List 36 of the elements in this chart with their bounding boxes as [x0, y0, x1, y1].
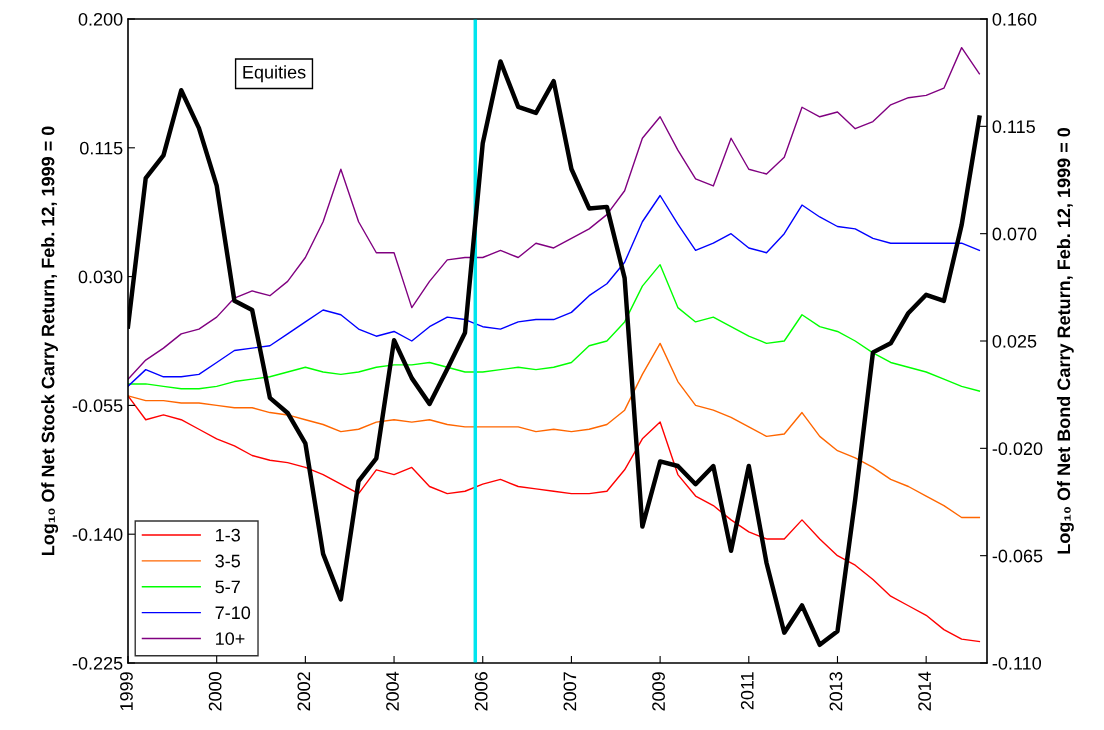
y-tick-label: 0.030: [78, 270, 123, 284]
x-tick-label: 2002: [297, 672, 311, 711]
y2-axis-title: Log₁₀ Of Net Bond Carry Return, Feb. 12, 1999 = 0: [1056, 127, 1074, 554]
y2-tick-label: 0.070: [992, 227, 1037, 241]
line-series: [128, 342, 981, 519]
y-tick-label: -0.140: [72, 528, 123, 541]
x-tick-label: 2007: [563, 672, 577, 711]
y-tick-label: 0.115: [80, 141, 123, 155]
line-series: [128, 395, 981, 643]
y-tick-label: -0.225: [72, 656, 123, 670]
x-tick-label: 2004: [386, 671, 399, 711]
line-series: [128, 194, 981, 388]
line-series: [128, 46, 981, 380]
y-axis-title: Log₁₀ Of Net Stock Carry Return, Feb. 12, 1999 = 0: [41, 126, 59, 556]
x-tick-label: 2006: [474, 672, 488, 711]
y-tick-label: 0.200: [78, 12, 123, 26]
y2-tick-label: 0.115: [992, 120, 1035, 134]
x-tick-label: 2009: [652, 672, 665, 711]
text: Equities: [243, 65, 306, 83]
legend-label: 3-5: [215, 554, 241, 568]
x-tick-label: 1999: [120, 672, 133, 711]
legend-label: 10+: [216, 632, 245, 645]
x-tick-label: 2013: [829, 672, 843, 711]
legend-label: 1-3: [216, 528, 240, 542]
y-tick-label: -0.055: [72, 399, 123, 413]
x-tick-label: 2011: [740, 672, 754, 710]
y2-tick-label: -0.020: [992, 442, 1043, 456]
y2-tick-label: 0.025: [992, 334, 1037, 348]
x-tick-label: 2014: [918, 671, 932, 711]
y2-tick-label: -0.065: [992, 549, 1043, 563]
legend-label: 7-10: [215, 606, 251, 620]
line-series: [128, 263, 981, 392]
x-tick-label: 2000: [208, 672, 222, 711]
y2-tick-label: -0.110: [992, 656, 1042, 670]
y2-tick-label: 0.160: [992, 12, 1037, 26]
legend-label: 5-7: [215, 580, 240, 594]
